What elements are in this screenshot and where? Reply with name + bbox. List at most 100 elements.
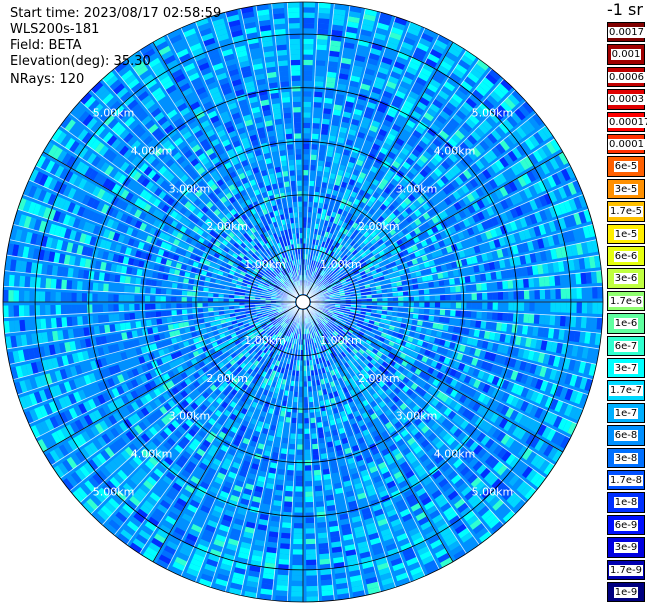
heat-cell	[318, 7, 331, 14]
heat-cell	[426, 127, 437, 137]
heat-cell	[382, 90, 393, 99]
heat-cell	[365, 258, 372, 265]
heat-cell	[449, 399, 458, 409]
heat-cell	[331, 325, 337, 331]
heat-cell	[462, 229, 470, 238]
heat-cell	[318, 257, 322, 263]
heat-cell	[452, 68, 465, 79]
heat-cell	[453, 212, 462, 222]
heat-cell	[353, 270, 360, 275]
heat-cell	[428, 485, 440, 495]
heat-cell	[403, 489, 414, 498]
heat-cell	[496, 431, 507, 442]
heat-cell	[538, 194, 548, 207]
heat-cell	[352, 267, 358, 273]
heat-cell	[369, 215, 377, 223]
heat-cell	[352, 348, 359, 354]
heat-cell	[430, 329, 438, 336]
heat-cell	[270, 520, 280, 528]
heat-cell	[331, 114, 341, 122]
heat-cell	[363, 318, 370, 323]
heat-cell	[254, 485, 264, 493]
heat-cell	[573, 212, 582, 226]
heat-cell	[296, 370, 300, 377]
heat-cell	[382, 51, 395, 60]
heat-cell	[356, 98, 366, 106]
heat-cell	[328, 239, 334, 245]
heat-cell	[364, 268, 371, 274]
heat-cell	[470, 283, 477, 292]
heat-cell	[305, 507, 314, 513]
heat-cell	[303, 259, 305, 265]
heat-cell	[443, 196, 453, 206]
heat-cell	[522, 448, 533, 461]
heat-cell	[547, 262, 554, 274]
heat-cell	[372, 161, 381, 169]
heat-cell	[306, 570, 318, 576]
heat-cell	[495, 270, 502, 280]
heat-cell	[306, 554, 317, 560]
heat-cell	[330, 346, 335, 353]
heat-cell	[284, 501, 293, 508]
heat-cell	[324, 260, 329, 266]
heat-cell	[318, 335, 323, 341]
heat-cell	[320, 286, 326, 290]
heat-cell	[465, 284, 472, 292]
heat-cell	[486, 206, 495, 217]
heat-cell	[550, 302, 556, 313]
heat-cell	[469, 347, 477, 356]
heat-cell	[371, 470, 381, 479]
heat-cell	[330, 369, 336, 376]
heat-cell	[426, 505, 438, 515]
heat-cell	[350, 118, 360, 126]
heat-cell	[380, 123, 390, 132]
heat-cell	[454, 523, 467, 535]
heat-cell	[417, 545, 430, 556]
heat-cell	[538, 276, 545, 287]
heat-cell	[460, 419, 470, 430]
heat-cell	[355, 432, 364, 440]
heat-cell	[278, 421, 284, 428]
heat-cell	[413, 289, 419, 295]
heat-cell	[455, 63, 468, 75]
heat-cell	[417, 435, 427, 444]
heat-cell	[330, 273, 336, 279]
heat-cell	[509, 357, 517, 368]
heat-cell	[542, 177, 552, 190]
heat-cell	[257, 524, 268, 531]
heat-cell	[467, 215, 476, 225]
heat-cell	[309, 338, 312, 345]
heat-cell	[362, 264, 369, 270]
heat-cell	[346, 554, 358, 562]
heat-cell	[386, 364, 393, 371]
heat-cell	[314, 272, 318, 278]
heat-cell	[303, 28, 314, 34]
heat-cell	[588, 255, 596, 269]
heat-cell	[333, 8, 346, 16]
heat-cell	[56, 317, 63, 328]
heat-cell	[347, 457, 356, 465]
heat-cell	[442, 237, 450, 246]
heat-cell	[550, 288, 556, 299]
heat-cell	[322, 320, 327, 325]
heat-cell	[286, 411, 292, 418]
heat-cell	[406, 26, 420, 37]
heat-cell	[415, 511, 427, 522]
heat-cell	[351, 302, 357, 305]
heat-cell	[478, 123, 489, 135]
heat-cell	[451, 93, 463, 104]
heat-cell	[500, 467, 512, 480]
heat-cell	[463, 138, 474, 149]
heat-cell	[539, 394, 549, 407]
heat-cell	[316, 281, 321, 286]
heat-cell	[263, 423, 271, 430]
heat-cell	[297, 444, 303, 450]
heat-cell	[478, 330, 486, 339]
heat-cell	[563, 200, 573, 213]
heat-cell	[487, 292, 493, 300]
heat-cell	[564, 372, 573, 385]
heat-cell	[329, 327, 335, 332]
heat-cell	[488, 495, 501, 508]
heat-cell	[289, 391, 294, 397]
heat-cell	[239, 470, 248, 478]
